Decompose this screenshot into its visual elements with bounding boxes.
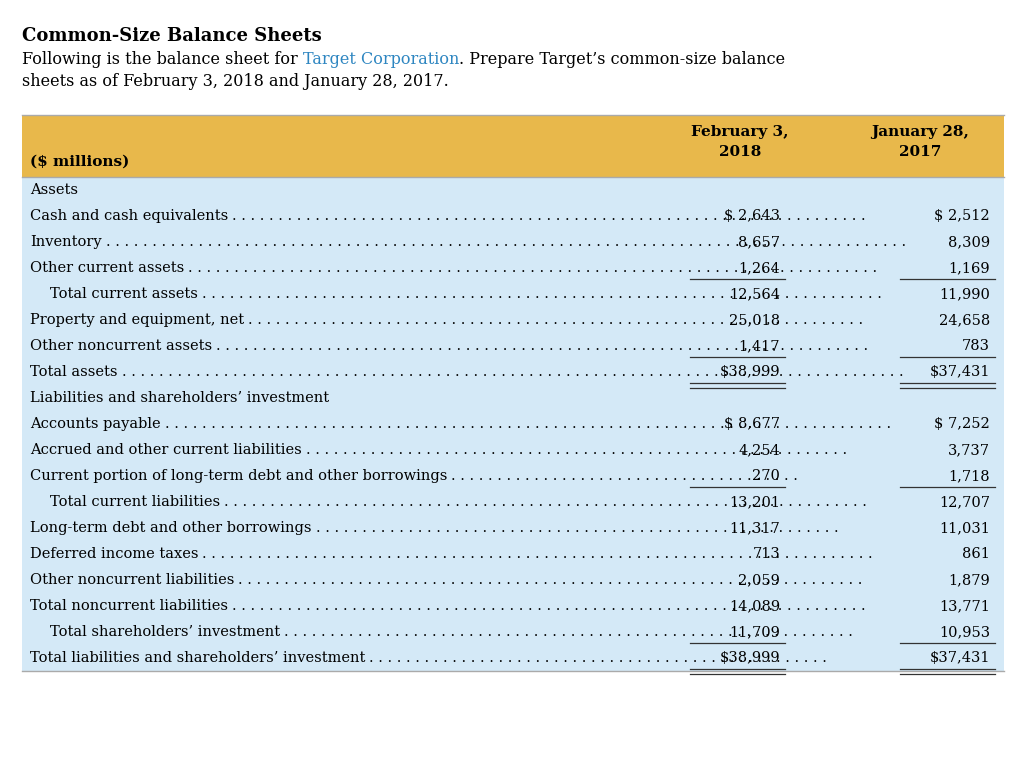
Text: . . . . . . . . . . . . . . . . . . . . . . . . . . . . . . . . . . . . . . . . : . . . . . . . . . . . . . . . . . . . . …: [122, 365, 907, 379]
Text: 2,059: 2,059: [738, 573, 780, 587]
Text: 713: 713: [753, 547, 780, 561]
Text: Current portion of long-term debt and other borrowings: Current portion of long-term debt and ot…: [30, 469, 447, 483]
Text: Property and equipment, net: Property and equipment, net: [30, 313, 244, 327]
Text: Following is the balance sheet for: Following is the balance sheet for: [22, 51, 303, 68]
Text: 11,031: 11,031: [939, 521, 990, 535]
Text: . . . . . . . . . . . . . . . . . . . . . . . . . . . . . . . . . . . . . . . . : . . . . . . . . . . . . . . . . . . . . …: [105, 235, 910, 249]
Text: 24,658: 24,658: [939, 313, 990, 327]
Text: $ 8,677: $ 8,677: [724, 417, 780, 431]
Text: Total noncurrent liabilities: Total noncurrent liabilities: [30, 599, 228, 613]
Text: January 28,: January 28,: [871, 125, 969, 139]
Text: Total assets: Total assets: [30, 365, 118, 379]
Text: 14,089: 14,089: [729, 599, 780, 613]
Text: Long-term debt and other borrowings: Long-term debt and other borrowings: [30, 521, 311, 535]
Text: . . . . . . . . . . . . . . . . . . . . . . . . . . . . . . . . . . . . . . . . : . . . . . . . . . . . . . . . . . . . . …: [202, 287, 887, 301]
Text: 8,657: 8,657: [738, 235, 780, 249]
Text: . . . . . . . . . . . . . . . . . . . . . . . . . . . . . . . . . . . . . . . . : . . . . . . . . . . . . . . . . . . . . …: [306, 443, 852, 457]
Text: ($ millions): ($ millions): [30, 155, 129, 169]
Text: . . . . . . . . . . . . . . . . . . . . . . . . . . . . . . . . . . . . . . . . : . . . . . . . . . . . . . . . . . . . . …: [216, 339, 872, 353]
Text: . . . . . . . . . . . . . . . . . . . . . . . . . . . . . . . . . . . . . . . . : . . . . . . . . . . . . . . . . . . . . …: [188, 261, 882, 275]
Text: Other noncurrent liabilities: Other noncurrent liabilities: [30, 573, 234, 587]
Text: $ 2,643: $ 2,643: [724, 209, 780, 223]
Text: 270: 270: [752, 469, 780, 483]
Text: 2017: 2017: [899, 145, 941, 159]
Text: 25,018: 25,018: [729, 313, 780, 327]
Text: 13,201: 13,201: [729, 495, 780, 509]
Text: 1,417: 1,417: [738, 339, 780, 353]
Text: 13,771: 13,771: [939, 599, 990, 613]
Text: Liabilities and shareholders’ investment: Liabilities and shareholders’ investment: [30, 391, 329, 405]
Text: Accrued and other current liabilities: Accrued and other current liabilities: [30, 443, 302, 457]
Text: 11,990: 11,990: [939, 287, 990, 301]
Text: Deferred income taxes: Deferred income taxes: [30, 547, 199, 561]
Bar: [22, 115, 1004, 177]
Text: $37,431: $37,431: [930, 651, 990, 665]
Text: 12,707: 12,707: [939, 495, 990, 509]
Text: $37,431: $37,431: [930, 365, 990, 379]
Text: Total current assets: Total current assets: [50, 287, 198, 301]
Text: $ 2,512: $ 2,512: [934, 209, 990, 223]
Text: 4,254: 4,254: [738, 443, 780, 457]
Text: 861: 861: [963, 547, 990, 561]
Text: 1,718: 1,718: [948, 469, 990, 483]
Text: . . . . . . . . . . . . . . . . . . . . . . . . . . . . . . . . . . . . . . . . : . . . . . . . . . . . . . . . . . . . . …: [203, 547, 878, 561]
Text: Target Corporation: Target Corporation: [303, 51, 459, 68]
Text: 1,264: 1,264: [738, 261, 780, 275]
Text: 783: 783: [962, 339, 990, 353]
Text: $38,999: $38,999: [720, 651, 780, 665]
Text: Total shareholders’ investment: Total shareholders’ investment: [50, 625, 281, 639]
Text: . . . . . . . . . . . . . . . . . . . . . . . . . . . . . . . . . . . . . . . . : . . . . . . . . . . . . . . . . . . . . …: [165, 417, 895, 431]
Text: Assets: Assets: [30, 183, 78, 197]
Text: $38,999: $38,999: [720, 365, 780, 379]
Text: 11,317: 11,317: [729, 521, 780, 535]
Text: 2018: 2018: [719, 145, 761, 159]
Text: Total current liabilities: Total current liabilities: [50, 495, 220, 509]
Bar: [22, 177, 1004, 671]
Text: . . . . . . . . . . . . . . . . . . . . . . . . . . . . . . . . . . . . . . . . : . . . . . . . . . . . . . . . . . . . . …: [370, 651, 831, 665]
Text: . . . . . . . . . . . . . . . . . . . . . . . . . . . . . . . . . . . . . . . . : . . . . . . . . . . . . . . . . . . . . …: [284, 625, 858, 639]
Text: 10,953: 10,953: [939, 625, 990, 639]
Text: 1,879: 1,879: [948, 573, 990, 587]
Text: 3,737: 3,737: [948, 443, 990, 457]
Text: 11,709: 11,709: [729, 625, 780, 639]
Text: Accounts payable: Accounts payable: [30, 417, 161, 431]
Text: . . . . . . . . . . . . . . . . . . . . . . . . . . . . . . . . . . . . . .: . . . . . . . . . . . . . . . . . . . . …: [452, 469, 803, 483]
Text: . . . . . . . . . . . . . . . . . . . . . . . . . . . . . . . . . . . . . . . . : . . . . . . . . . . . . . . . . . . . . …: [248, 313, 868, 327]
Text: . Prepare Target’s common-size balance: . Prepare Target’s common-size balance: [459, 51, 785, 68]
Text: . . . . . . . . . . . . . . . . . . . . . . . . . . . . . . . . . . . . . . . . : . . . . . . . . . . . . . . . . . . . . …: [315, 521, 843, 535]
Text: Other current assets: Other current assets: [30, 261, 184, 275]
Text: Cash and cash equivalents: Cash and cash equivalents: [30, 209, 228, 223]
Text: Common-Size Balance Sheets: Common-Size Balance Sheets: [22, 27, 322, 45]
Text: sheets as of February 3, 2018 and January 28, 2017.: sheets as of February 3, 2018 and Januar…: [22, 73, 449, 90]
Text: . . . . . . . . . . . . . . . . . . . . . . . . . . . . . . . . . . . . . . . . : . . . . . . . . . . . . . . . . . . . . …: [232, 209, 870, 223]
Text: Total liabilities and shareholders’ investment: Total liabilities and shareholders’ inve…: [30, 651, 366, 665]
Text: 12,564: 12,564: [729, 287, 780, 301]
Text: . . . . . . . . . . . . . . . . . . . . . . . . . . . . . . . . . . . . . . . . : . . . . . . . . . . . . . . . . . . . . …: [224, 495, 871, 509]
Text: $ 7,252: $ 7,252: [934, 417, 990, 431]
Text: February 3,: February 3,: [691, 125, 788, 139]
Text: . . . . . . . . . . . . . . . . . . . . . . . . . . . . . . . . . . . . . . . . : . . . . . . . . . . . . . . . . . . . . …: [232, 599, 870, 613]
Text: . . . . . . . . . . . . . . . . . . . . . . . . . . . . . . . . . . . . . . . . : . . . . . . . . . . . . . . . . . . . . …: [239, 573, 867, 587]
Text: Other noncurrent assets: Other noncurrent assets: [30, 339, 212, 353]
Text: 8,309: 8,309: [948, 235, 990, 249]
Text: 1,169: 1,169: [948, 261, 990, 275]
Text: Inventory: Inventory: [30, 235, 101, 249]
